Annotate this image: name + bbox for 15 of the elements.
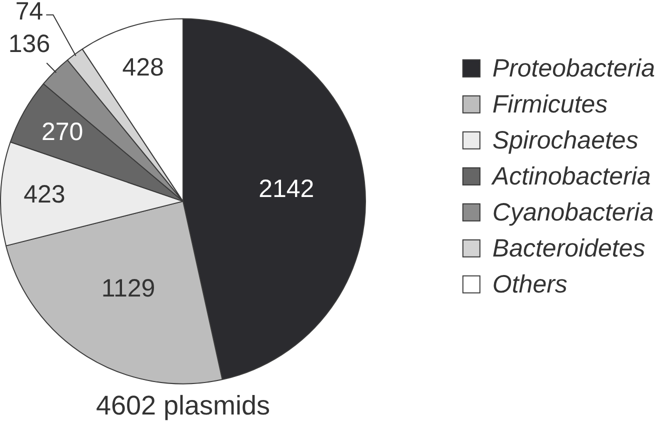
data-label: 136 (8, 30, 50, 58)
text: 4602 plasmids (96, 390, 270, 420)
legend-label: Actinobacteria (490, 162, 651, 190)
data-label: 423 (24, 180, 66, 208)
legend-label: Proteobacteria (492, 54, 656, 82)
legend-label: Spirochaetes (492, 126, 638, 154)
legend-label: Firmicutes (492, 90, 608, 118)
data-label: 428 (122, 53, 164, 82)
data-label: 1129 (101, 274, 156, 303)
data-label: 270 (41, 118, 84, 146)
legend-label: Others (492, 270, 568, 298)
legend-label: Bacteroidetes (492, 234, 646, 262)
data-label: 74 (15, 0, 44, 26)
legend-label: Cyanobacteria (492, 198, 654, 226)
data-label: 2142 (258, 174, 314, 203)
